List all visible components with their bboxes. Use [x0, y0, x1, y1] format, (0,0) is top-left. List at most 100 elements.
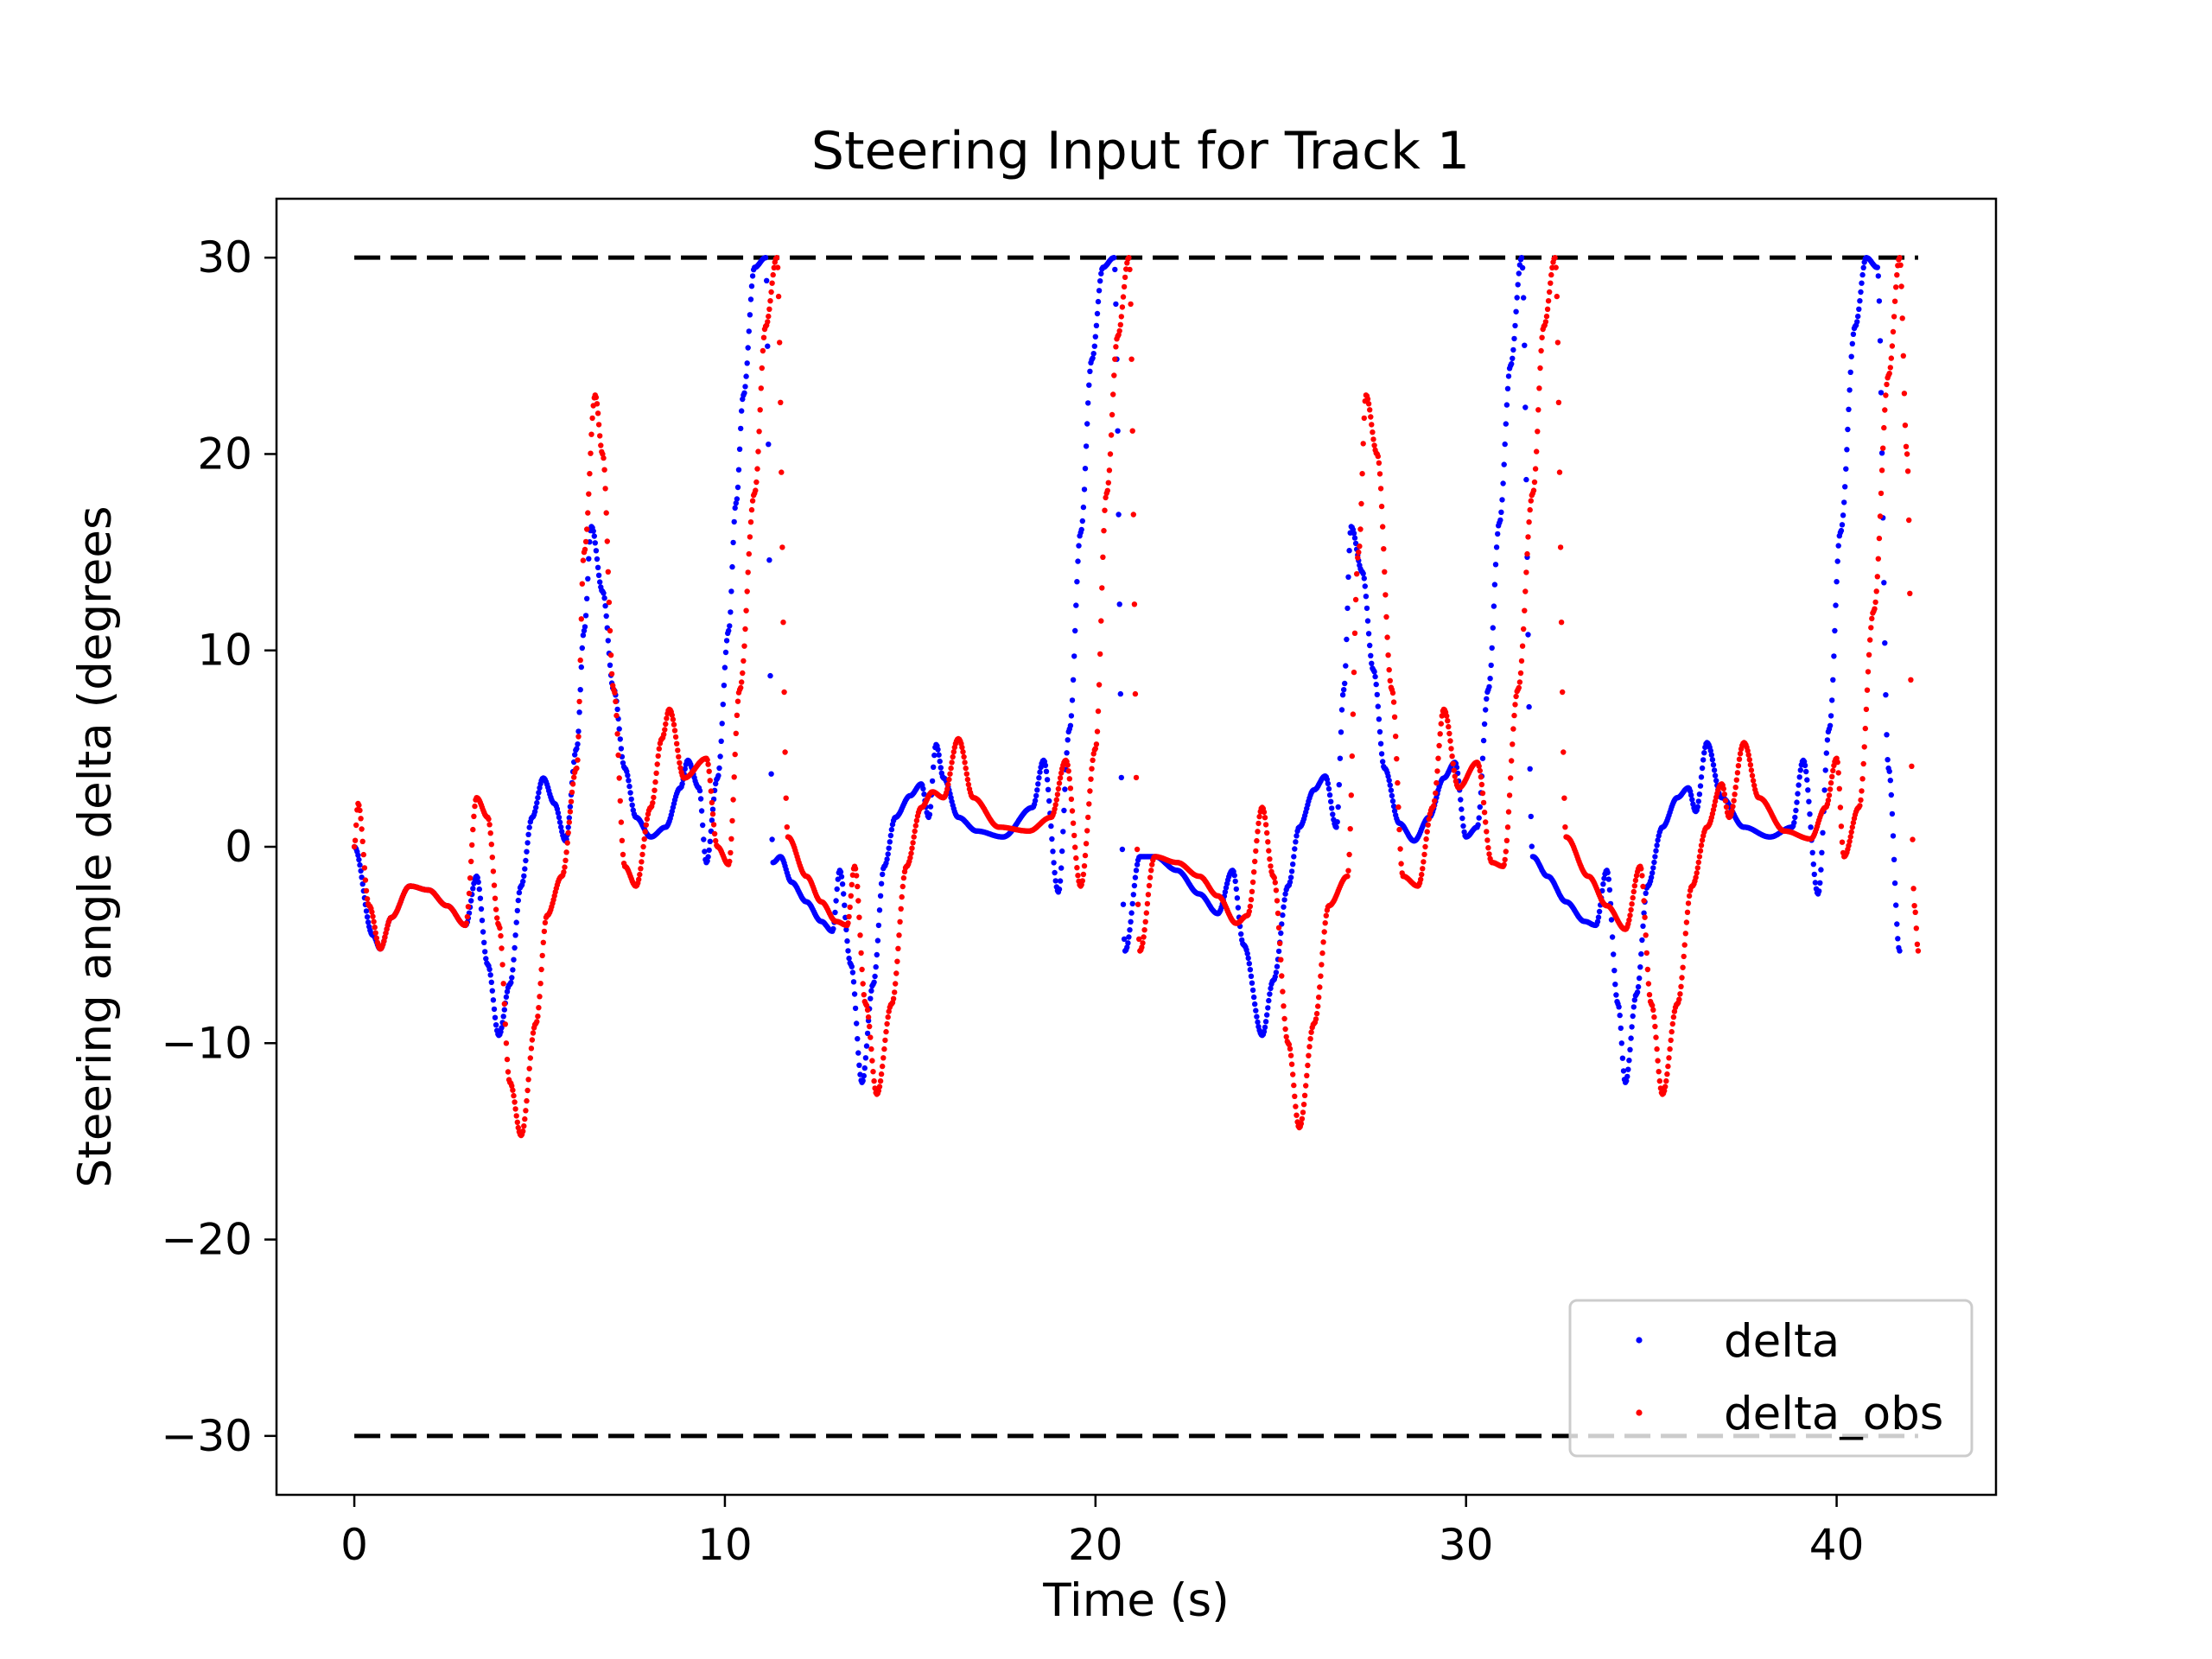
data-point: [1278, 930, 1284, 937]
data-point: [1829, 697, 1835, 703]
data-point: [1891, 298, 1898, 304]
data-point: [584, 526, 590, 532]
data-point: [534, 799, 540, 806]
data-point: [655, 753, 661, 760]
data-point: [1523, 476, 1529, 483]
data-point: [1262, 1019, 1269, 1025]
data-point: [526, 824, 532, 830]
data-point: [1857, 803, 1863, 809]
data-point: [582, 613, 589, 619]
data-point: [1834, 759, 1840, 766]
data-point: [1064, 750, 1070, 756]
data-point: [1325, 780, 1332, 786]
data-point: [1848, 353, 1854, 359]
data-point: [1898, 283, 1904, 289]
data-point: [1839, 522, 1846, 528]
data-point: [748, 506, 755, 513]
data-point: [1545, 298, 1552, 304]
data-point: [1128, 918, 1134, 925]
data-point: [862, 1055, 869, 1061]
data-point: [1283, 1033, 1289, 1040]
data-point: [595, 422, 602, 428]
data-point: [908, 850, 914, 856]
data-point: [597, 433, 603, 439]
data-point: [1375, 703, 1382, 709]
data-point: [1319, 962, 1325, 968]
data-point: [591, 533, 597, 539]
x-tick-label: 0: [340, 1520, 368, 1570]
data-point: [1396, 826, 1402, 833]
data-point: [1830, 677, 1836, 683]
data-point: [1875, 273, 1881, 279]
data-point: [1113, 301, 1119, 308]
data-point: [1357, 543, 1363, 550]
data-point: [1233, 886, 1240, 893]
data-point: [1300, 1102, 1307, 1108]
legend-marker-delta: [1636, 1337, 1643, 1344]
data-point: [1120, 294, 1127, 300]
data-point: [1889, 810, 1896, 817]
data-point: [1103, 494, 1109, 501]
data-point: [536, 1005, 542, 1011]
data-point: [1286, 1041, 1293, 1048]
data-point: [1495, 531, 1501, 537]
data-point: [1088, 776, 1094, 782]
data-point: [1133, 774, 1140, 781]
data-point: [513, 1113, 519, 1119]
data-point: [1274, 910, 1281, 917]
data-point: [766, 442, 772, 448]
data-point: [1521, 626, 1527, 632]
data-point: [845, 948, 851, 954]
data-point: [1333, 824, 1339, 830]
data-point: [1626, 1058, 1632, 1064]
data-point: [1514, 295, 1520, 301]
data-point: [1127, 927, 1133, 933]
data-point: [1345, 868, 1351, 874]
data-point: [1350, 711, 1357, 717]
data-point: [1104, 487, 1111, 493]
data-point: [1856, 306, 1862, 312]
data-point: [1484, 696, 1490, 702]
data-point: [851, 991, 858, 997]
data-point: [1651, 1014, 1657, 1020]
data-point: [1382, 592, 1389, 598]
data-point: [1505, 373, 1512, 379]
data-point: [910, 840, 916, 846]
data-point: [839, 881, 846, 887]
data-point: [1640, 883, 1646, 890]
data-point: [498, 932, 504, 939]
data-point: [504, 1056, 511, 1063]
data-point: [538, 966, 544, 973]
data-point: [1389, 690, 1396, 696]
data-point: [1307, 1036, 1313, 1042]
data-point: [357, 807, 363, 814]
data-point: [854, 1020, 860, 1027]
data-point: [1144, 900, 1151, 907]
data-point: [1480, 799, 1487, 806]
data-point: [1500, 480, 1506, 486]
data-point: [849, 881, 855, 887]
data-point: [1616, 1004, 1622, 1010]
data-point: [833, 898, 839, 904]
data-point: [1033, 792, 1039, 799]
data-point: [746, 550, 752, 557]
data-point: [1085, 814, 1091, 821]
data-point: [1306, 1044, 1313, 1050]
data-point: [1423, 836, 1429, 842]
data-point: [1869, 615, 1875, 622]
data-point: [1294, 833, 1300, 839]
data-point: [593, 548, 600, 554]
data-point: [1669, 1020, 1676, 1027]
data-point: [1281, 897, 1287, 903]
data-point: [607, 627, 613, 634]
data-point: [872, 973, 878, 980]
data-point: [638, 866, 644, 872]
data-point: [754, 466, 760, 472]
data-point: [868, 1046, 874, 1052]
data-point: [1090, 355, 1096, 361]
data-point: [1397, 846, 1403, 852]
data-point: [1370, 436, 1376, 442]
data-point: [1642, 914, 1648, 920]
data-point: [364, 914, 371, 920]
data-point: [1512, 322, 1518, 329]
